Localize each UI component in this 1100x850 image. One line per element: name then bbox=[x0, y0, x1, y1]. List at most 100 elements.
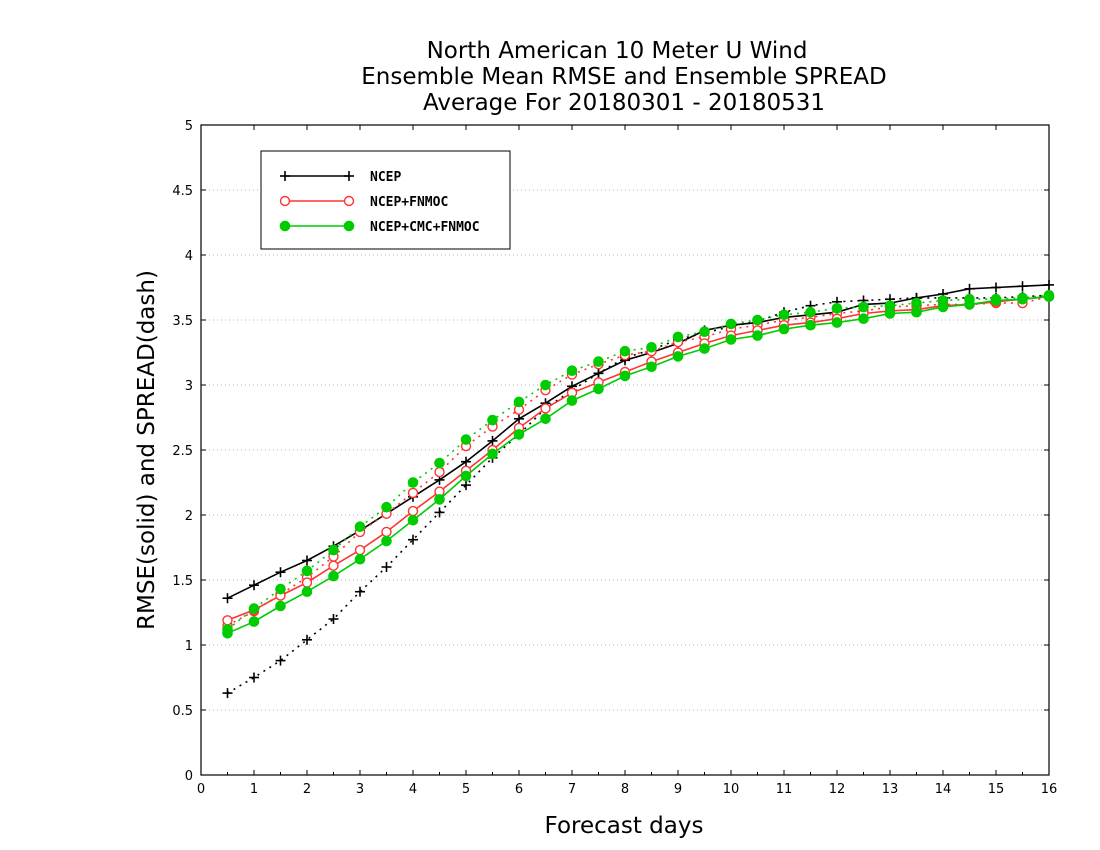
spread-point-ncep bbox=[461, 480, 471, 491]
rmse-point-ncep bbox=[302, 555, 312, 566]
rmse-point-ncep-cmc-fnmoc bbox=[275, 600, 286, 612]
rmse-point-ncep-fnmoc bbox=[407, 505, 419, 517]
rmse-point-ncep-cmc-fnmoc bbox=[381, 535, 392, 547]
y-axis-label: RMSE(solid) and SPREAD(dash) bbox=[134, 270, 160, 630]
rmse-point-ncep bbox=[249, 580, 259, 591]
rmse-point-ncep-fnmoc bbox=[540, 403, 551, 414]
y-tick-label: 2 bbox=[185, 509, 193, 524]
spread-point-ncep-cmc-fnmoc bbox=[381, 501, 392, 513]
series-layer bbox=[222, 279, 1055, 699]
rmse-point-ncep-cmc-fnmoc bbox=[354, 553, 366, 565]
spread-point-ncep-cmc-fnmoc bbox=[566, 365, 578, 377]
x-tick-label: 7 bbox=[568, 782, 576, 797]
spread-point-ncep-cmc-fnmoc bbox=[725, 318, 737, 330]
spread-point-ncep-cmc-fnmoc bbox=[646, 342, 657, 353]
title-line-3: Average For 20180301 - 20180531 bbox=[423, 90, 825, 116]
rmse-point-ncep-cmc-fnmoc bbox=[328, 570, 339, 582]
spread-point-ncep-cmc-fnmoc bbox=[354, 521, 366, 533]
spread-point-ncep-cmc-fnmoc bbox=[911, 297, 922, 309]
rmse-point-ncep-cmc-fnmoc bbox=[513, 429, 525, 440]
legend-marker bbox=[343, 195, 355, 207]
spread-point-ncep-cmc-fnmoc bbox=[619, 345, 631, 357]
y-tick-label: 0 bbox=[185, 769, 193, 784]
rmse-point-ncep-cmc-fnmoc bbox=[248, 616, 260, 627]
spread-point-ncep-cmc-fnmoc bbox=[699, 326, 710, 338]
spread-point-ncep-fnmoc bbox=[407, 487, 419, 499]
rmse-point-ncep-cmc-fnmoc bbox=[831, 317, 843, 328]
x-tick-label: 14 bbox=[935, 782, 952, 797]
series-ncep-fnmoc-spread bbox=[222, 291, 1055, 631]
legend-item-ncep-cmc-fnmoc: NCEP+CMC+FNMOC bbox=[279, 220, 480, 235]
legend-item-ncep-fnmoc: NCEP+FNMOC bbox=[279, 195, 448, 210]
y-tick-label: 4 bbox=[185, 249, 193, 264]
x-tick-label: 9 bbox=[674, 782, 682, 797]
spread-point-ncep-cmc-fnmoc bbox=[301, 565, 313, 577]
spread-point-ncep-cmc-fnmoc bbox=[248, 603, 260, 614]
spread-point-ncep bbox=[381, 562, 392, 572]
spread-point-ncep bbox=[328, 614, 339, 624]
x-axis-label: Forecast days bbox=[545, 813, 704, 839]
spread-line-ncep-cmc-fnmoc bbox=[227, 294, 1050, 631]
x-tick-label: 4 bbox=[409, 782, 417, 797]
rmse-point-ncep bbox=[275, 567, 286, 578]
rmse-point-ncep-cmc-fnmoc bbox=[858, 313, 869, 325]
spread-point-ncep-cmc-fnmoc bbox=[805, 306, 816, 318]
y-tick-label: 3.5 bbox=[172, 314, 193, 329]
y-tick-label: 3 bbox=[185, 379, 193, 394]
y-tick-label: 1.5 bbox=[172, 574, 193, 589]
rmse-point-ncep-cmc-fnmoc bbox=[619, 370, 631, 382]
x-tick-label: 5 bbox=[462, 782, 470, 797]
spread-point-ncep-cmc-fnmoc bbox=[513, 396, 525, 408]
legend-label: NCEP bbox=[370, 170, 401, 185]
y-tick-label: 2.5 bbox=[172, 444, 193, 459]
spread-point-ncep-cmc-fnmoc bbox=[752, 314, 763, 326]
spread-point-ncep-cmc-fnmoc bbox=[858, 301, 869, 313]
rmse-point-ncep bbox=[514, 413, 524, 424]
title-line-2: Ensemble Mean RMSE and Ensemble SPREAD bbox=[361, 64, 886, 90]
legend-marker bbox=[280, 171, 290, 181]
rmse-point-ncep bbox=[222, 593, 233, 604]
series-ncep-rmse bbox=[222, 279, 1054, 604]
rmse-point-ncep-cmc-fnmoc bbox=[752, 330, 763, 341]
rmse-point-ncep-cmc-fnmoc bbox=[937, 301, 949, 313]
spread-line-ncep bbox=[227, 294, 1050, 694]
rmse-point-ncep-cmc-fnmoc bbox=[646, 361, 657, 373]
legend-label: NCEP+CMC+FNMOC bbox=[370, 220, 480, 235]
x-tick-label: 2 bbox=[303, 782, 311, 797]
spread-point-ncep bbox=[249, 672, 259, 683]
legend-box bbox=[260, 150, 511, 250]
spread-point-ncep-cmc-fnmoc bbox=[831, 303, 843, 314]
rmse-point-ncep-cmc-fnmoc bbox=[911, 306, 922, 318]
y-axis-ticks: 0 0.5 1 1.5 2 2.5 3 3.5 4 4.5 5 bbox=[172, 119, 1049, 784]
rmse-point-ncep-cmc-fnmoc bbox=[1043, 291, 1055, 302]
rmse-point-ncep-cmc-fnmoc bbox=[566, 395, 578, 406]
spread-point-ncep-cmc-fnmoc bbox=[540, 379, 551, 391]
rmse-point-ncep bbox=[461, 456, 471, 467]
rmse-point-ncep bbox=[1044, 279, 1054, 290]
legend: NCEP NCEP+FNMOC NCEP+CMC+FNMOC bbox=[260, 150, 511, 250]
rmse-point-ncep-cmc-fnmoc bbox=[540, 413, 551, 425]
rmse-point-ncep-cmc-fnmoc bbox=[725, 334, 737, 345]
rmse-point-ncep-fnmoc bbox=[354, 544, 366, 556]
rmse-point-ncep-fnmoc bbox=[328, 560, 339, 571]
spread-point-ncep-cmc-fnmoc bbox=[487, 414, 498, 426]
x-tick-label: 3 bbox=[356, 782, 364, 797]
rmse-point-ncep-cmc-fnmoc bbox=[1017, 293, 1028, 305]
y-tick-label: 1 bbox=[185, 639, 193, 654]
x-tick-label: 0 bbox=[197, 782, 205, 797]
chart-title: North American 10 Meter U Wind Ensemble … bbox=[361, 38, 886, 116]
spread-point-ncep-cmc-fnmoc bbox=[328, 544, 339, 556]
series-ncep-fnmoc-rmse bbox=[222, 291, 1055, 626]
y-tick-label: 5 bbox=[185, 119, 193, 134]
rmse-point-ncep-fnmoc bbox=[381, 526, 392, 538]
rmse-point-ncep bbox=[991, 282, 1001, 293]
x-tick-label: 6 bbox=[515, 782, 523, 797]
x-tick-label: 11 bbox=[776, 782, 793, 797]
legend-item-ncep: NCEP bbox=[280, 170, 401, 185]
rmse-point-ncep-cmc-fnmoc bbox=[699, 343, 710, 354]
rmse-point-ncep-cmc-fnmoc bbox=[460, 470, 472, 482]
grid-lines bbox=[201, 189, 1049, 711]
rmse-point-ncep-cmc-fnmoc bbox=[407, 514, 419, 526]
legend-label: NCEP+FNMOC bbox=[370, 195, 448, 210]
legend-marker bbox=[279, 220, 291, 232]
